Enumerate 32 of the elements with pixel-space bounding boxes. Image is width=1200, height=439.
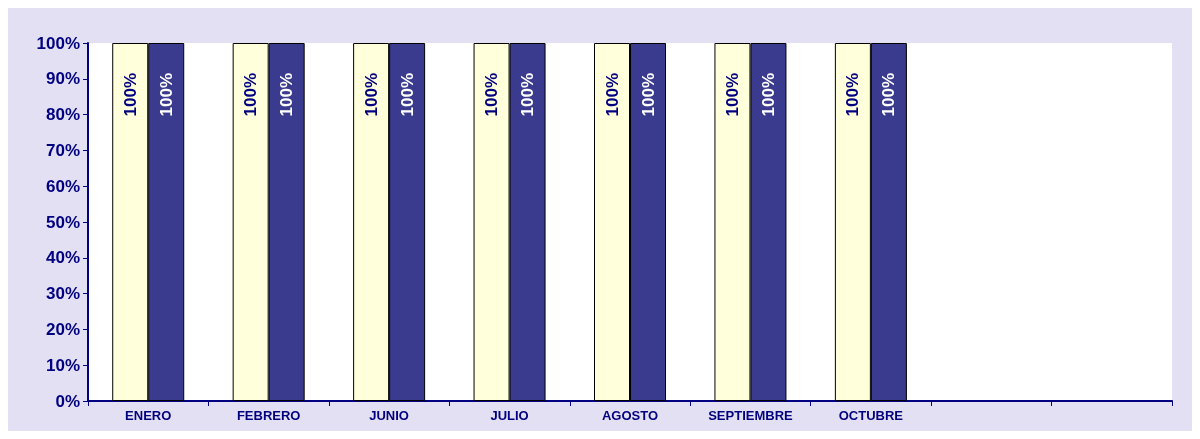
y-tick-label: 50%: [45, 212, 80, 232]
data-label: 100%: [241, 73, 261, 117]
y-tick-label: 40%: [45, 248, 80, 268]
data-label: 100%: [361, 73, 381, 117]
y-tick-label: 70%: [45, 140, 80, 160]
data-label: 100%: [482, 73, 502, 117]
y-tick-label: 20%: [45, 319, 80, 339]
x-tick-label: OCTUBRE: [838, 408, 904, 423]
x-tick-label: JULIO: [490, 408, 529, 423]
data-label: 100%: [120, 73, 140, 117]
data-label: 100%: [602, 73, 622, 117]
data-label: 100%: [758, 73, 778, 117]
data-label: 100%: [638, 73, 658, 117]
y-tick-label: 90%: [45, 69, 80, 89]
y-tick-label: 10%: [45, 355, 80, 375]
data-label: 100%: [518, 73, 538, 117]
y-tick-label: 80%: [45, 105, 80, 125]
data-label: 100%: [156, 73, 176, 117]
y-tick-label: 30%: [45, 284, 80, 304]
x-tick-label: SEPTIEMBRE: [708, 408, 794, 423]
y-tick-label: 60%: [45, 176, 80, 196]
data-label: 100%: [277, 73, 297, 117]
x-tick-label: ENERO: [125, 408, 172, 423]
x-tick-label: AGOSTO: [601, 408, 659, 423]
data-label: 100%: [722, 73, 742, 117]
x-tick-label: FEBRERO: [236, 408, 301, 423]
data-label: 100%: [879, 73, 899, 117]
x-tick-label: JUNIO: [369, 408, 409, 423]
data-label: 100%: [397, 73, 417, 117]
y-tick-label: 0%: [55, 391, 80, 411]
y-tick-label: 100%: [36, 33, 80, 53]
data-label: 100%: [843, 73, 863, 117]
